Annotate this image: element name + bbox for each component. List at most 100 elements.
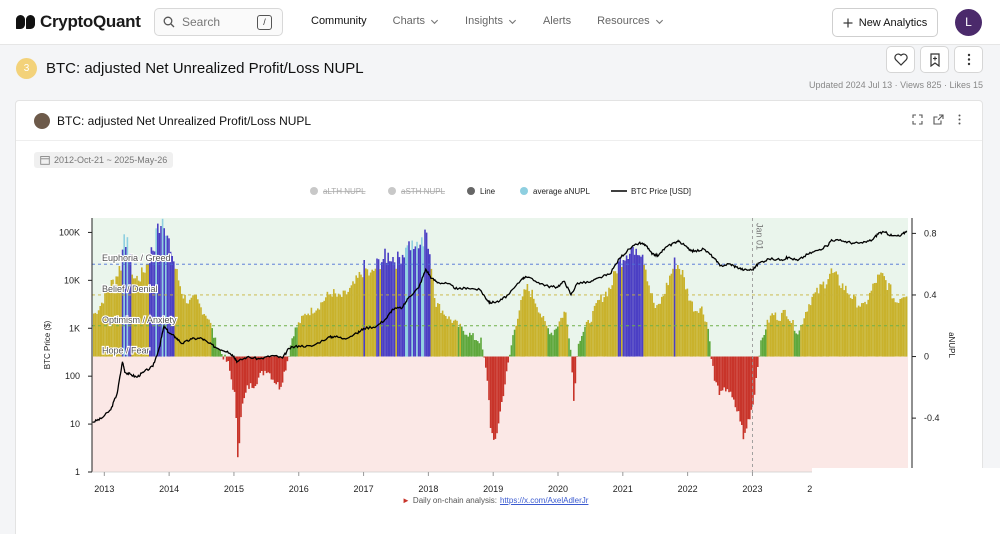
anupl-bar bbox=[760, 340, 762, 357]
nav-resources[interactable]: Resources bbox=[597, 15, 664, 27]
anupl-bar bbox=[337, 293, 340, 357]
anupl-bar bbox=[843, 290, 845, 357]
anupl-bar bbox=[857, 305, 860, 357]
nav-community[interactable]: Community bbox=[311, 15, 367, 27]
anupl-bar bbox=[208, 319, 210, 357]
anupl-bar bbox=[814, 292, 817, 357]
search-input[interactable]: Search / bbox=[154, 8, 283, 36]
date-range-label: 2012-Oct-21 ~ 2025-May-26 bbox=[54, 155, 168, 165]
anupl-bar bbox=[129, 254, 132, 357]
anupl-bar bbox=[449, 319, 452, 357]
date-range-picker[interactable]: 2012-Oct-21 ~ 2025-May-26 bbox=[34, 152, 174, 168]
more-button[interactable] bbox=[954, 46, 983, 73]
anupl-bar bbox=[878, 274, 881, 357]
anupl-bar bbox=[323, 300, 325, 357]
anupl-bar bbox=[790, 323, 793, 357]
nav-insights[interactable]: Insights bbox=[465, 15, 517, 27]
anupl-bar bbox=[656, 305, 658, 357]
legend-label[interactable]: average aNUPL bbox=[533, 187, 590, 196]
anupl-bar bbox=[862, 303, 865, 357]
anupl-bar bbox=[318, 309, 321, 357]
new-analytics-button[interactable]: New Analytics bbox=[832, 8, 938, 37]
plus-icon bbox=[843, 18, 853, 27]
anupl-bar bbox=[653, 302, 655, 357]
fullscreen-icon[interactable] bbox=[911, 113, 924, 126]
anupl-bar bbox=[838, 285, 841, 357]
anupl-bar bbox=[440, 313, 442, 357]
anupl-bar bbox=[518, 310, 521, 357]
anupl-bar bbox=[197, 299, 199, 357]
right-tick-label: 0.8 bbox=[924, 228, 937, 238]
anupl-bar bbox=[704, 321, 706, 357]
anupl-bar bbox=[448, 316, 450, 357]
bookmark-button[interactable] bbox=[920, 46, 949, 73]
author-avatar[interactable] bbox=[34, 113, 50, 129]
anupl-bar bbox=[485, 356, 487, 368]
anupl-bar bbox=[565, 312, 567, 357]
anupl-bar bbox=[384, 248, 386, 357]
anupl-bar bbox=[185, 303, 188, 357]
x-tick-label: 2018 bbox=[418, 484, 438, 494]
search-icon bbox=[163, 16, 175, 28]
anupl-bar bbox=[142, 272, 145, 357]
legend-label[interactable]: aLTH NUPL bbox=[323, 187, 366, 196]
anupl-bar bbox=[859, 306, 861, 357]
like-button[interactable] bbox=[886, 46, 915, 73]
legend-label[interactable]: Line bbox=[480, 187, 496, 196]
nav-charts[interactable]: Charts bbox=[393, 15, 439, 27]
external-link-icon[interactable] bbox=[932, 113, 945, 126]
anupl-bar bbox=[152, 250, 154, 357]
anupl-bar bbox=[229, 356, 231, 371]
new-analytics-label: New Analytics bbox=[858, 16, 928, 29]
anupl-bar bbox=[779, 320, 781, 357]
anupl-bar bbox=[571, 356, 573, 373]
user-avatar[interactable]: L bbox=[955, 9, 982, 36]
more-icon bbox=[967, 53, 970, 66]
anupl-bar bbox=[256, 356, 258, 385]
anupl-bar bbox=[512, 335, 514, 357]
anupl-bar bbox=[257, 356, 260, 378]
brand-logo[interactable]: CryptoQuant bbox=[16, 12, 141, 32]
anupl-bar bbox=[355, 275, 357, 357]
anupl-bar bbox=[285, 356, 287, 371]
anupl-bar bbox=[389, 261, 391, 357]
legend-label[interactable]: BTC Price [USD] bbox=[631, 187, 691, 196]
anupl-bar bbox=[182, 298, 185, 357]
anupl-bar bbox=[585, 321, 588, 357]
anupl-bar bbox=[851, 299, 853, 357]
anupl-bar bbox=[624, 260, 626, 357]
more-icon[interactable] bbox=[953, 113, 966, 126]
anupl-bar bbox=[667, 285, 669, 357]
anupl-bar bbox=[179, 286, 181, 357]
anupl-bar bbox=[825, 284, 828, 357]
anupl-bar bbox=[677, 265, 679, 357]
x-tick-label: 2014 bbox=[159, 484, 179, 494]
anupl-bar bbox=[411, 240, 413, 357]
brand-name: CryptoQuant bbox=[40, 12, 141, 31]
anupl-bar bbox=[445, 316, 447, 357]
legend-swatch bbox=[310, 187, 318, 195]
anupl-bar bbox=[817, 293, 820, 357]
anupl-bar bbox=[870, 290, 873, 357]
anupl-bar bbox=[648, 285, 650, 357]
anupl-bar bbox=[461, 326, 463, 357]
anupl-bar bbox=[853, 294, 855, 357]
anupl-bar bbox=[133, 278, 135, 357]
anupl-bar bbox=[144, 272, 146, 357]
anupl-bar bbox=[781, 312, 783, 357]
anupl-bar bbox=[531, 289, 533, 357]
nav-alerts[interactable]: Alerts bbox=[543, 15, 571, 27]
legend-label[interactable]: aSTH NUPL bbox=[401, 187, 446, 196]
anupl-bar bbox=[865, 304, 868, 357]
footer-link[interactable]: https://x.com/AxelAdlerJr bbox=[499, 496, 589, 505]
anupl-bar bbox=[302, 315, 305, 357]
anupl-bar bbox=[854, 296, 857, 357]
anupl-bar bbox=[550, 332, 553, 357]
zone-lines: Euphoria / Greed Belief / Denial Optimism … bbox=[92, 218, 908, 472]
anupl-bar bbox=[174, 268, 177, 357]
anupl-bar bbox=[489, 356, 492, 428]
anupl-bar bbox=[745, 356, 748, 429]
anupl-bar bbox=[480, 337, 482, 357]
anupl-bar bbox=[816, 287, 818, 357]
legend-swatch bbox=[520, 187, 528, 195]
